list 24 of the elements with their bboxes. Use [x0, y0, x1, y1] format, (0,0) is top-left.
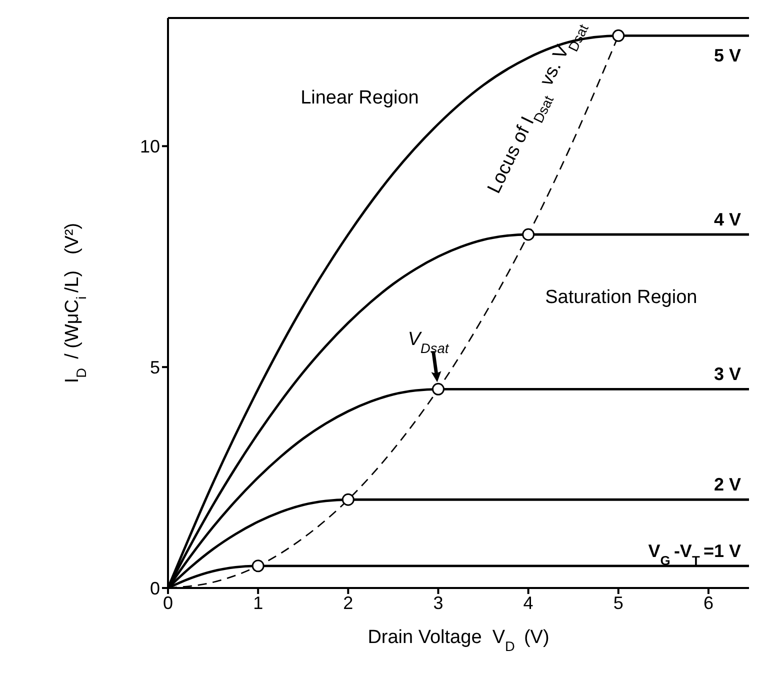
annotation: Saturation Region: [545, 287, 698, 308]
x-tick-label: 4: [523, 592, 534, 613]
point: [522, 228, 535, 241]
point: [612, 29, 625, 42]
x-tick-label: 5: [613, 592, 624, 613]
x-tick-label: 0: [162, 592, 174, 613]
point: [342, 493, 354, 506]
annotation: V$_{Dsat}$: [408, 329, 450, 356]
y-tick-label: 0: [150, 578, 160, 598]
point: [252, 560, 264, 572]
x-axis-title: Drain Voltage V$_{D}$ (V): [368, 627, 550, 654]
point: [432, 382, 444, 396]
series-label: 3 V: [714, 364, 741, 384]
series-label: V$_{G}$-V$_{T}$=1 V: [648, 540, 741, 568]
x-tick-label: 2: [343, 592, 354, 613]
series-label: 2 V: [714, 474, 741, 495]
y-tick-label: 5: [150, 357, 160, 378]
x-tick-label: 3: [433, 592, 444, 613]
series-label: 4 V: [714, 210, 741, 230]
x-tick-label: 1: [253, 592, 264, 613]
y-tick-label: 10: [140, 136, 160, 157]
series-label: 5 V: [714, 46, 741, 66]
annotation: Linear Region: [300, 88, 419, 108]
x-tick-label: 6: [703, 592, 714, 613]
